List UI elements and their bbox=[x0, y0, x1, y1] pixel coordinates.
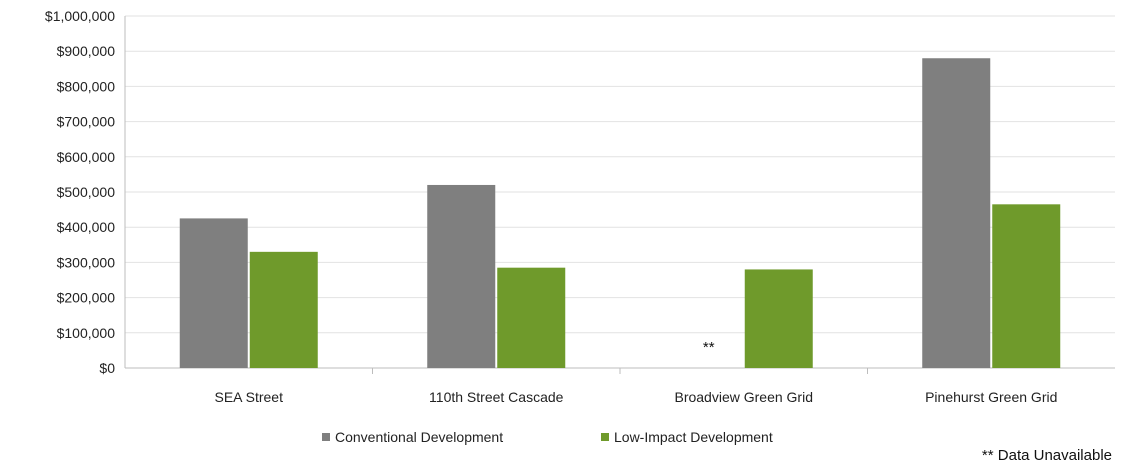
missing-data-marker: ** bbox=[703, 339, 715, 356]
bar-low-impact bbox=[992, 204, 1061, 368]
y-tick-label: $700,000 bbox=[57, 114, 116, 130]
legend-swatch bbox=[601, 433, 609, 441]
x-tick-label: SEA Street bbox=[215, 389, 284, 405]
footnote: ** Data Unavailable bbox=[982, 447, 1112, 464]
legend-swatch bbox=[322, 433, 330, 441]
y-tick-label: $300,000 bbox=[57, 254, 116, 270]
y-tick-label: $400,000 bbox=[57, 219, 116, 235]
y-tick-label: $200,000 bbox=[57, 290, 116, 306]
legend-label: Conventional Development bbox=[335, 429, 503, 445]
y-tick-label: $1,000,000 bbox=[45, 8, 115, 24]
bar-conventional bbox=[922, 58, 991, 369]
y-tick-label: $500,000 bbox=[57, 184, 116, 200]
x-tick-label: 110th Street Cascade bbox=[429, 389, 564, 405]
bar-conventional bbox=[427, 184, 496, 368]
y-tick-label: $0 bbox=[99, 360, 115, 376]
x-axis: SEA Street 110th Street Cascade Broadview … bbox=[215, 368, 1057, 405]
bar-conventional bbox=[179, 218, 248, 368]
y-axis: $0 $100,000 $200,000 $300,000 $400,000 $500,0… bbox=[45, 8, 126, 376]
x-tick-label: Pinehurst Green Grid bbox=[925, 389, 1057, 405]
legend: Conventional Development Low-Impact Devel… bbox=[322, 429, 773, 445]
bar-low-impact bbox=[497, 267, 566, 368]
y-tick-label: $900,000 bbox=[57, 43, 116, 59]
y-tick-label: $800,000 bbox=[57, 78, 116, 94]
bars: ** bbox=[179, 58, 1061, 369]
legend-label: Low-Impact Development bbox=[614, 429, 773, 445]
y-tick-label: $100,000 bbox=[57, 325, 116, 341]
x-tick-label: Broadview Green Grid bbox=[674, 389, 813, 405]
y-tick-label: $600,000 bbox=[57, 149, 116, 165]
bar-low-impact bbox=[249, 251, 318, 368]
bar-low-impact bbox=[744, 269, 813, 368]
